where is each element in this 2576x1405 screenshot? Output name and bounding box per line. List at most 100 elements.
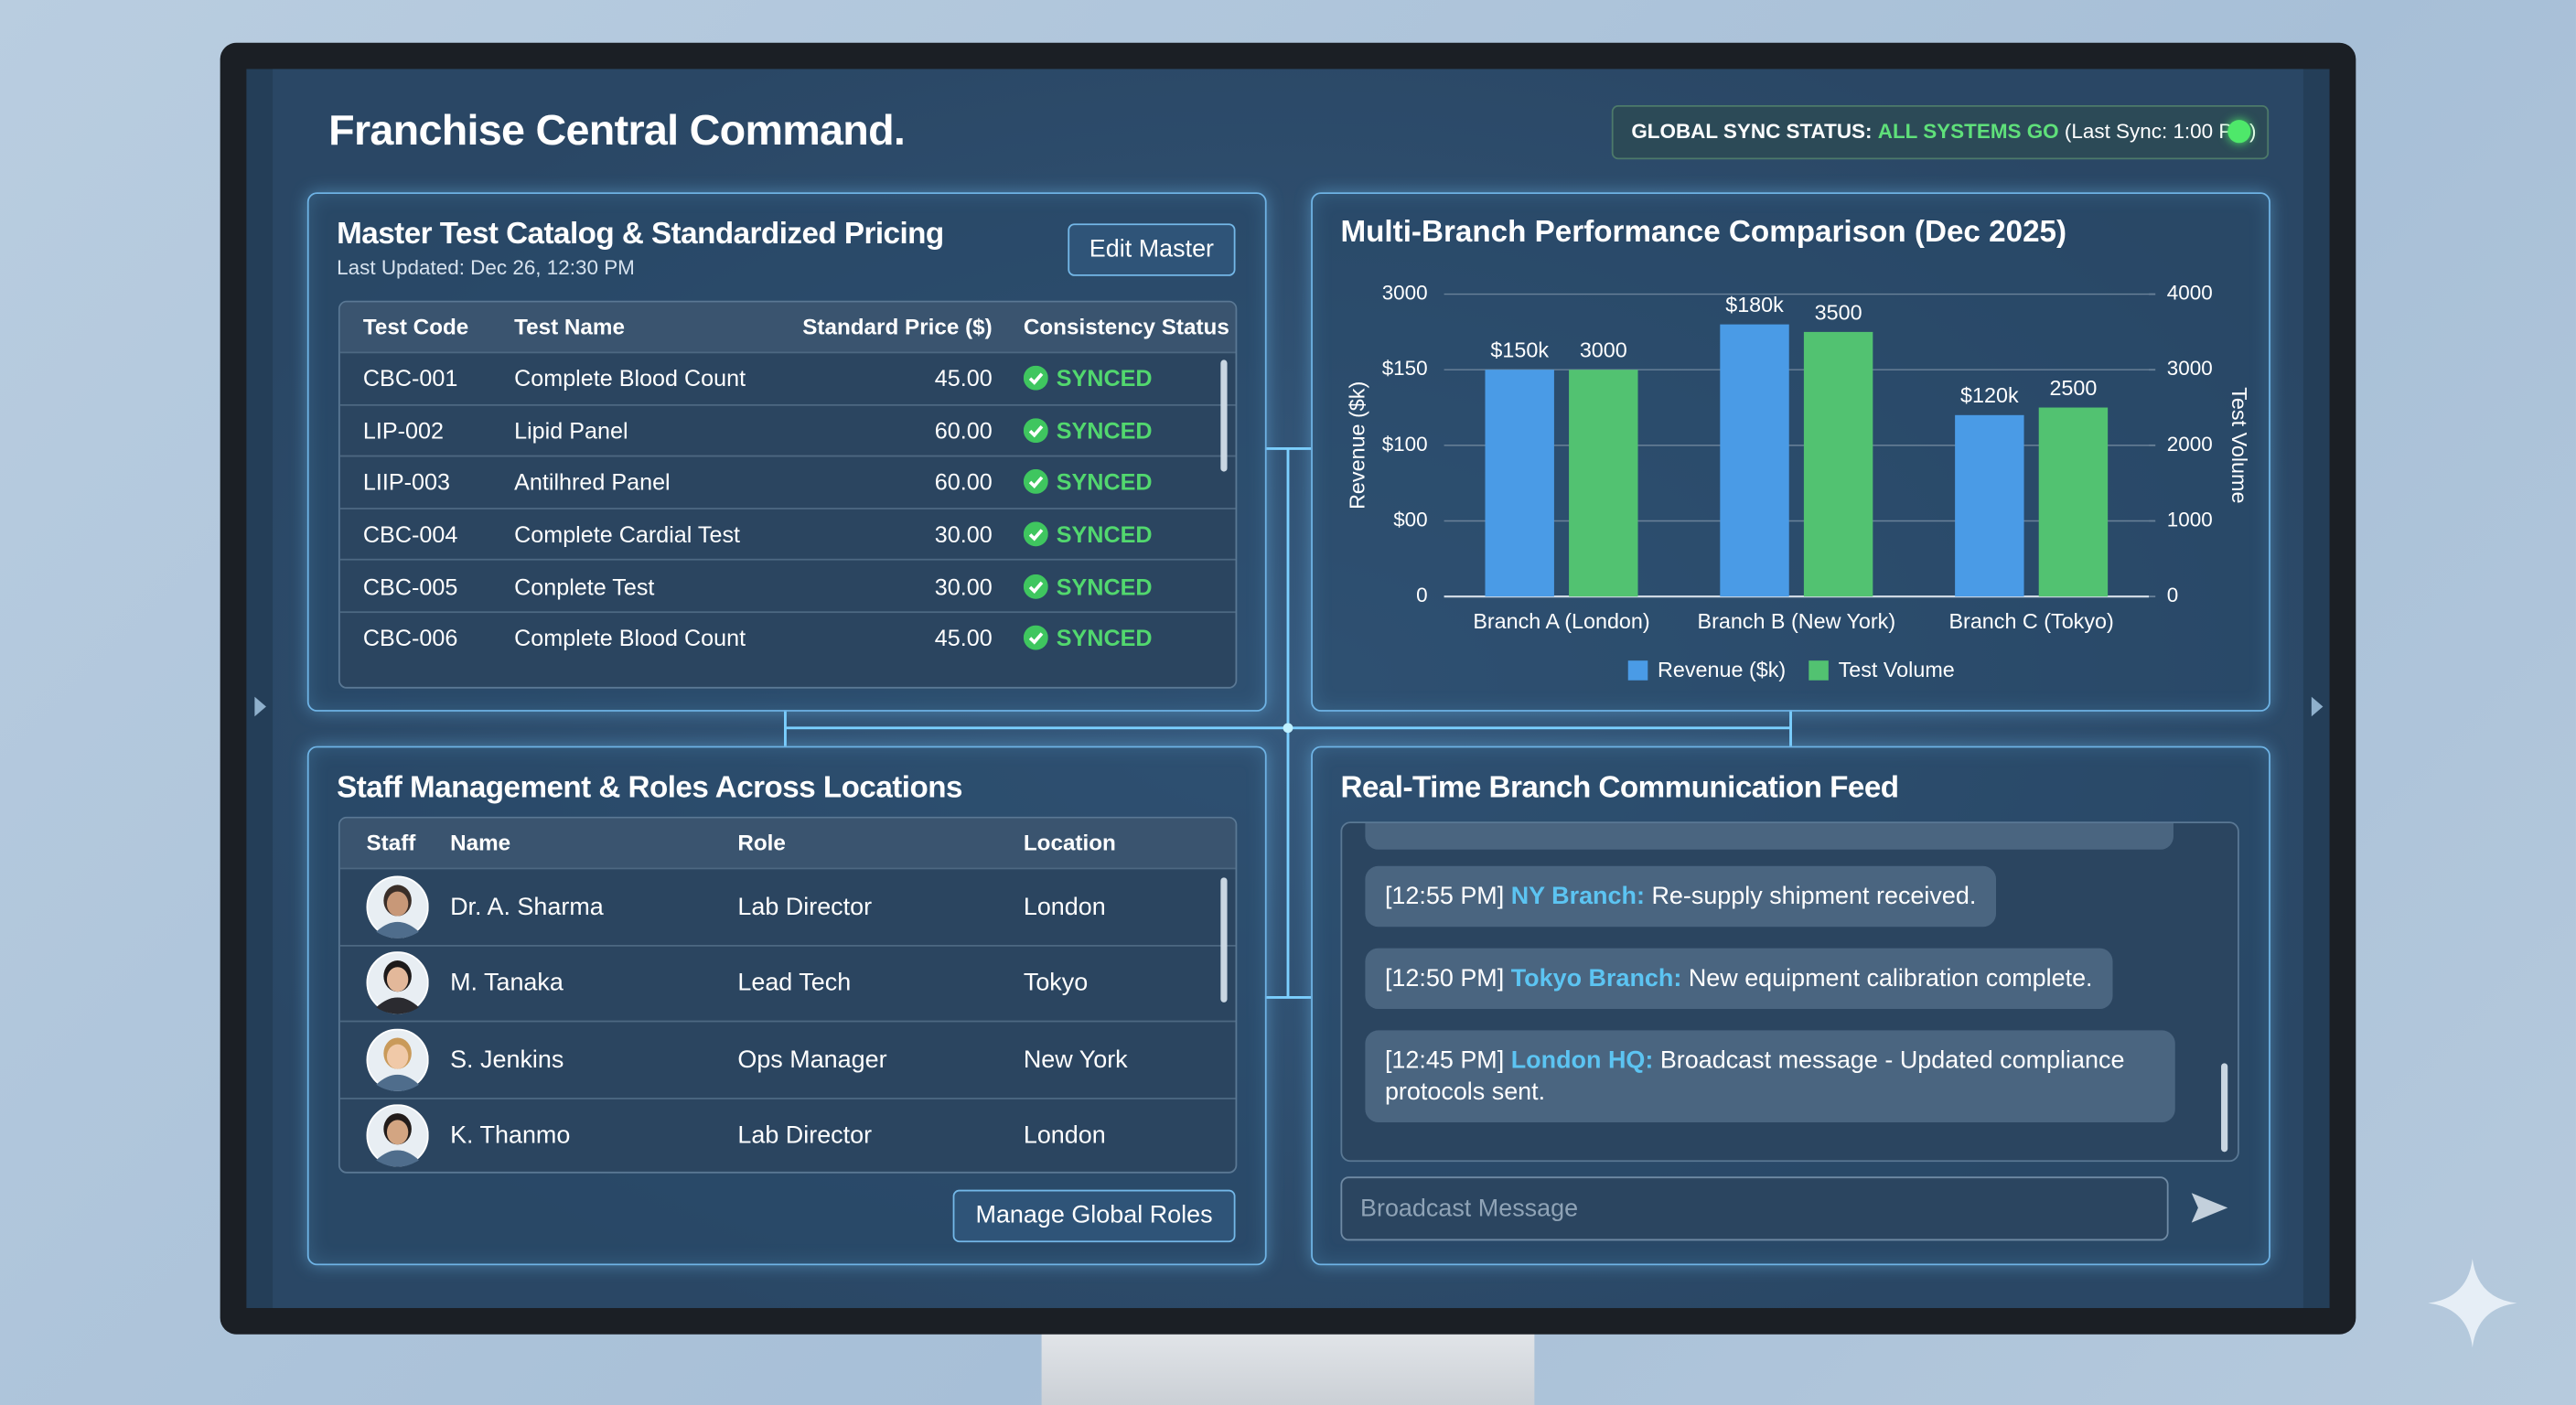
y-tick-label: $150 (1382, 357, 1428, 380)
column-header: Test Name (514, 315, 625, 339)
table-cell: LIP-002 (362, 417, 444, 444)
edit-master-button[interactable]: Edit Master (1068, 223, 1236, 276)
table-cell: 30.00 (934, 573, 993, 600)
chart-panel: Multi-Branch Performance Comparison (Dec… (1311, 192, 2270, 712)
table-row: Dr. A. Sharma Lab Director London (339, 867, 1236, 945)
y-tick-label: 0 (1416, 584, 1427, 606)
message: [12:50 PM] Tokyo Branch: New equipment c… (1365, 948, 2113, 1010)
y2-tick-label: 2000 (2167, 433, 2213, 456)
table-cell: Ops Manager (737, 1046, 887, 1074)
column-header: Consistency Status (1023, 315, 1229, 339)
scrollbar (1220, 877, 1228, 1003)
avatar (366, 951, 429, 1014)
catalog-panel: Master Test Catalog & Standardized Prici… (306, 192, 1267, 712)
sync-status: GLOBAL SYNC STATUS: ALL SYSTEMS GO (Last… (1611, 104, 2270, 160)
table-cell: S. Jenkins (450, 1046, 564, 1074)
legend-swatch (1809, 660, 1829, 681)
message-sender: NY Branch: (1510, 882, 1645, 911)
y2-tick-label: 1000 (2167, 508, 2213, 531)
check-circle (1023, 469, 1048, 495)
legend-swatch (1627, 660, 1648, 681)
manage-roles-button[interactable]: Manage Global Roles (952, 1189, 1236, 1243)
message-time: [12:50 PM] (1384, 964, 1505, 993)
table-cell: LIIP-003 (362, 468, 450, 496)
table-row: S. Jenkins Ops Manager New York (339, 1020, 1236, 1098)
table-cell: Dr. A. Sharma (450, 892, 604, 921)
avatar-body (376, 921, 419, 938)
check-mark (1028, 424, 1044, 438)
column-header: Staff (366, 831, 416, 856)
message-sender: London HQ: (1510, 1046, 1654, 1075)
check-mark (1028, 632, 1044, 646)
table-cell: K. Thanmo (450, 1121, 571, 1151)
y-tick-label: 3000 (1382, 282, 1428, 305)
avatar-body (376, 997, 419, 1014)
status-text: SYNCED (1056, 365, 1153, 392)
send-button[interactable] (2188, 1188, 2231, 1228)
bar (2038, 407, 2109, 597)
table-cell: CBC-004 (362, 520, 458, 548)
value-label: 3500 (1815, 300, 1862, 324)
message: [12:45 PM] London HQ: Broadcast message … (1365, 1030, 2175, 1123)
check-icon (1023, 626, 1048, 650)
column-header: Name (450, 831, 511, 856)
message-text: Re-supply shipment received. (1651, 882, 1977, 911)
check-mark (1028, 529, 1044, 542)
check-circle (1023, 366, 1048, 391)
status-text: SYNCED (1056, 520, 1153, 548)
table-row: CBC-001 Complete Blood Count 45.00 SYNCED (339, 351, 1236, 403)
table-cell: 60.00 (934, 417, 993, 444)
check-mark (1028, 373, 1044, 386)
check-mark (1028, 477, 1044, 489)
message-time: [12:55 PM] (1384, 882, 1505, 911)
table-row: K. Thanmo Lab Director London (339, 1097, 1236, 1172)
sync-label: GLOBAL SYNC STATUS: (1631, 120, 1873, 144)
avatar (366, 1104, 429, 1167)
staff-table: Staff Name Role Location Dr. A. Sharma Lab Di… (338, 816, 1238, 1174)
chart-title: Multi-Branch Performance Comparison (Dec… (1340, 215, 2066, 249)
message-text: New equipment calibration complete. (1688, 964, 2093, 993)
value-label: $120k (1960, 383, 2019, 407)
node (1283, 723, 1293, 734)
clipped-message (1365, 823, 2174, 850)
table-cell: 30.00 (934, 520, 993, 548)
check-icon (1023, 366, 1048, 391)
table-cell: Complete Blood Count (514, 365, 746, 392)
y2-axis-label: Test Volume (2227, 387, 2251, 503)
broadcast-input[interactable]: Broadcast Message (1340, 1176, 2169, 1241)
catalog-table: Test Code Test Name Standard Price ($) Cons… (338, 300, 1238, 689)
table-cell: London (1023, 892, 1106, 921)
status-text: SYNCED (1056, 573, 1153, 600)
table-cell: London (1023, 1121, 1106, 1151)
input-placeholder: Broadcast Message (1360, 1195, 1579, 1223)
check-mark (1028, 581, 1044, 594)
value-label: 2500 (2049, 376, 2097, 400)
y2-tick-label: 0 (2167, 584, 2178, 606)
table-cell: Lab Director (737, 1121, 873, 1151)
scrollbar (1220, 359, 1228, 472)
table-cell: Lead Tech (737, 969, 852, 998)
chart: Multi-Branch Performance Comparison (Dec… (1340, 215, 2251, 681)
last-updated: Last Updated: Dec 26, 12:30 PM (337, 256, 635, 280)
avatar-body (376, 1074, 419, 1091)
table-cell: M. Tanaka (450, 969, 564, 998)
send-icon (2191, 1193, 2228, 1223)
y-tick-label: $00 (1393, 508, 1427, 531)
table-cell: Lipid Panel (514, 417, 628, 444)
feed-list: [12:55 PM] NY Branch: Re-supply shipment… (1340, 821, 2239, 1163)
message-sender: Tokyo Branch: (1510, 964, 1682, 993)
avatar (366, 1028, 429, 1091)
check-circle (1023, 521, 1048, 547)
column-header: Test Code (362, 315, 469, 339)
x-tick-label: Branch A (London) (1473, 609, 1649, 633)
x-tick-label: Branch B (New York) (1697, 609, 1895, 633)
panel-title: Master Test Catalog & Standardized Prici… (337, 215, 944, 251)
check-circle (1023, 574, 1048, 599)
table-cell: CBC-001 (362, 365, 458, 392)
right-arrow (2311, 696, 2324, 717)
column-header: Standard Price ($) (802, 315, 993, 339)
status-text: SYNCED (1056, 625, 1153, 651)
